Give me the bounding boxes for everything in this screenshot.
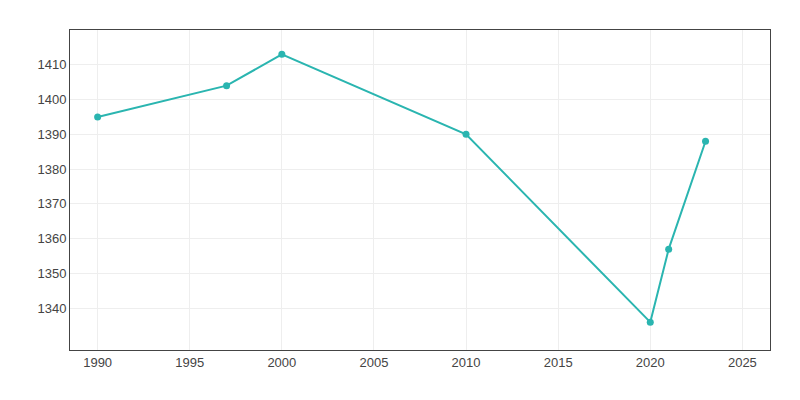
svg-text:1350: 1350 [37,266,66,281]
svg-text:1360: 1360 [37,231,66,246]
svg-text:1410: 1410 [37,57,66,72]
svg-text:2000: 2000 [267,355,296,370]
svg-text:1990: 1990 [83,355,112,370]
svg-text:1995: 1995 [175,355,204,370]
svg-text:1390: 1390 [37,127,66,142]
svg-text:2005: 2005 [359,355,388,370]
svg-text:2010: 2010 [452,355,481,370]
svg-text:1380: 1380 [37,162,66,177]
svg-text:2015: 2015 [544,355,573,370]
svg-text:1340: 1340 [37,301,66,316]
svg-text:1370: 1370 [37,196,66,211]
svg-text:1400: 1400 [37,92,66,107]
svg-text:2020: 2020 [636,355,665,370]
svg-text:2025: 2025 [728,355,757,370]
